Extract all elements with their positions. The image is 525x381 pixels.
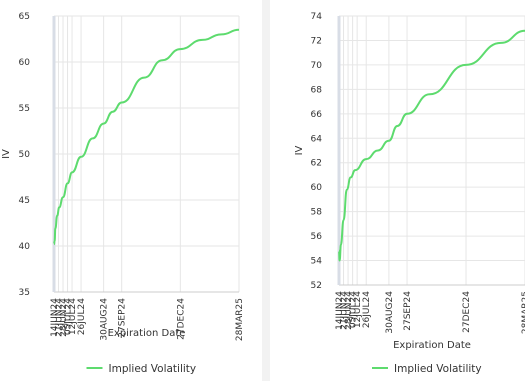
x-tick-label: 26JUL24: [77, 298, 87, 335]
chart-1: 35 40 45 50 55 60 65 14JUN2421JUN2428JUN2405JUL…: [1, 12, 245, 375]
x-tick-label: 27SEP24: [403, 291, 413, 331]
y-tick-label: 50: [19, 150, 31, 160]
x-tick-label: 28MAR25: [521, 291, 525, 334]
y-tick-label: 60: [19, 58, 31, 68]
y-axis-title: IV: [294, 145, 305, 155]
legend-label[interactable]: Implied Volatility: [109, 363, 197, 375]
y-tick-label: 70: [311, 61, 323, 71]
x-tick-label: 28JUN24: [344, 291, 354, 330]
x-axis-title: Expiration Date: [108, 328, 186, 339]
x-tick-label: 27DEC24: [176, 298, 186, 340]
y-tick-label: 66: [311, 110, 323, 120]
x-tick-label: 12JUL24: [68, 298, 78, 335]
x-tick-label: 12JUL24: [353, 291, 363, 328]
y-tick-label: 65: [19, 12, 30, 22]
legend-label[interactable]: Implied Volatility: [394, 363, 482, 375]
y-tick-label: 35: [19, 288, 30, 298]
y-tick-label: 58: [311, 208, 323, 218]
x-tick-label: 21JUN24: [340, 291, 350, 330]
x-tick-label: 28JUN24: [59, 298, 69, 337]
y-tick-label: 40: [19, 242, 31, 252]
y-tick-label: 56: [311, 232, 323, 242]
y-axis-title: IV: [1, 149, 12, 159]
x-tick-label: 27SEP24: [118, 298, 128, 338]
y-tick-label: 62: [311, 159, 322, 169]
x-tick-label: 14JUN24: [335, 291, 345, 330]
x-tick-label: 27DEC24: [462, 291, 472, 333]
y-tick-label: 60: [311, 183, 323, 193]
x-tick-label: 30AUG24: [100, 298, 110, 341]
x-tick-label: 21JUN24: [55, 298, 65, 337]
y-tick-label: 64: [311, 134, 323, 144]
x-tick-label: 05JUL24: [64, 298, 74, 335]
y-tick-label: 54: [311, 257, 323, 267]
series-line-implied-volatility: [338, 29, 525, 262]
y-tick-label: 45: [19, 196, 30, 206]
y-tick-label: 72: [311, 36, 322, 46]
x-tick-label: 26JUL24: [362, 291, 372, 328]
chart-2: 52545658606264666870727414JUN2421JUN2428…: [294, 12, 525, 375]
y-tick-label: 68: [311, 85, 323, 95]
x-axis-title: Expiration Date: [393, 340, 471, 351]
panel-divider: [262, 0, 270, 381]
y-tick-label: 55: [19, 104, 30, 114]
x-tick-label: 28MAR25: [235, 298, 245, 341]
y-tick-label: 74: [311, 12, 323, 22]
x-tick-label: 05JUL24: [349, 291, 359, 328]
x-tick-label: 14JUN24: [50, 298, 60, 337]
y-tick-label: 52: [311, 281, 322, 291]
x-tick-label: 30AUG24: [385, 291, 395, 334]
series-line-implied-volatility: [53, 28, 240, 246]
